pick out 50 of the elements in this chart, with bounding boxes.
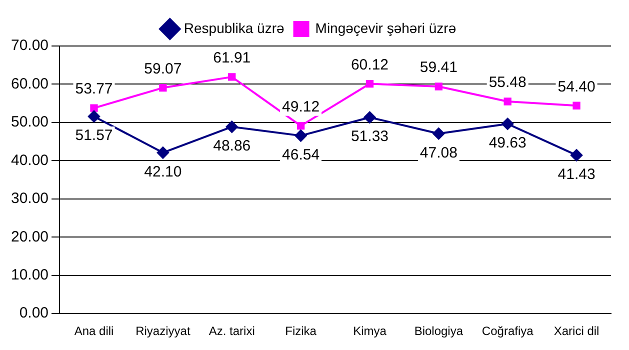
y-tick-label: 10.00: [10, 266, 49, 284]
x-tick-label: Biologiya: [414, 324, 464, 338]
data-label: 53.77: [75, 80, 113, 98]
point: [572, 102, 580, 110]
y-tick-label: 20.00: [10, 228, 49, 246]
data-label: 55.48: [488, 74, 526, 92]
y-tick-label: 0.00: [19, 304, 49, 322]
data-label: 46.54: [282, 146, 320, 164]
x-tick-label: Kimya: [353, 324, 387, 338]
legend-label: Mingəçevir şəhəri üzrə: [315, 20, 456, 36]
data-label: 47.08: [420, 144, 458, 162]
data-label: 49.63: [488, 134, 526, 152]
point: [504, 98, 512, 106]
x-tick-label: Fizika: [285, 324, 317, 338]
data-label: 59.41: [420, 59, 458, 76]
data-label: 41.43: [558, 166, 596, 183]
legend-label: Respublika üzrə: [184, 20, 284, 36]
data-label: 61.91: [213, 50, 251, 67]
data-label: 42.10: [144, 163, 182, 180]
data-label: 51.33: [350, 128, 389, 146]
point: [570, 149, 583, 162]
data-label: 51.57: [75, 127, 113, 144]
point: [294, 130, 307, 142]
data-label: 54.40: [558, 78, 596, 96]
point: [156, 146, 169, 159]
point: [296, 122, 305, 130]
point: [434, 82, 442, 90]
point: [90, 104, 98, 112]
point: [159, 84, 167, 92]
point: [226, 120, 238, 133]
point: [432, 128, 445, 140]
y-tick-label: 50.00: [10, 114, 49, 131]
data-label: 59.07: [144, 60, 182, 78]
point: [366, 80, 374, 88]
y-tick-label: 70.00: [10, 37, 49, 54]
y-tick-label: 60.00: [10, 75, 49, 92]
point: [88, 110, 100, 122]
data-label: 48.86: [213, 137, 251, 154]
x-tick-label: Xarici dil: [554, 324, 600, 338]
point: [228, 73, 236, 81]
point: [502, 118, 514, 130]
data-label: 60.12: [350, 56, 389, 74]
x-tick-label: Coğrafiya: [482, 324, 534, 338]
x-tick-label: Az. tarixi: [208, 324, 255, 338]
y-tick-label: 40.00: [10, 152, 49, 169]
y-tick-label: 30.00: [10, 190, 49, 208]
x-tick-label: Riyaziyyat: [136, 324, 191, 338]
x-tick-label: Ana dili: [74, 324, 114, 338]
data-label: 49.12: [282, 98, 320, 116]
point: [364, 111, 376, 124]
